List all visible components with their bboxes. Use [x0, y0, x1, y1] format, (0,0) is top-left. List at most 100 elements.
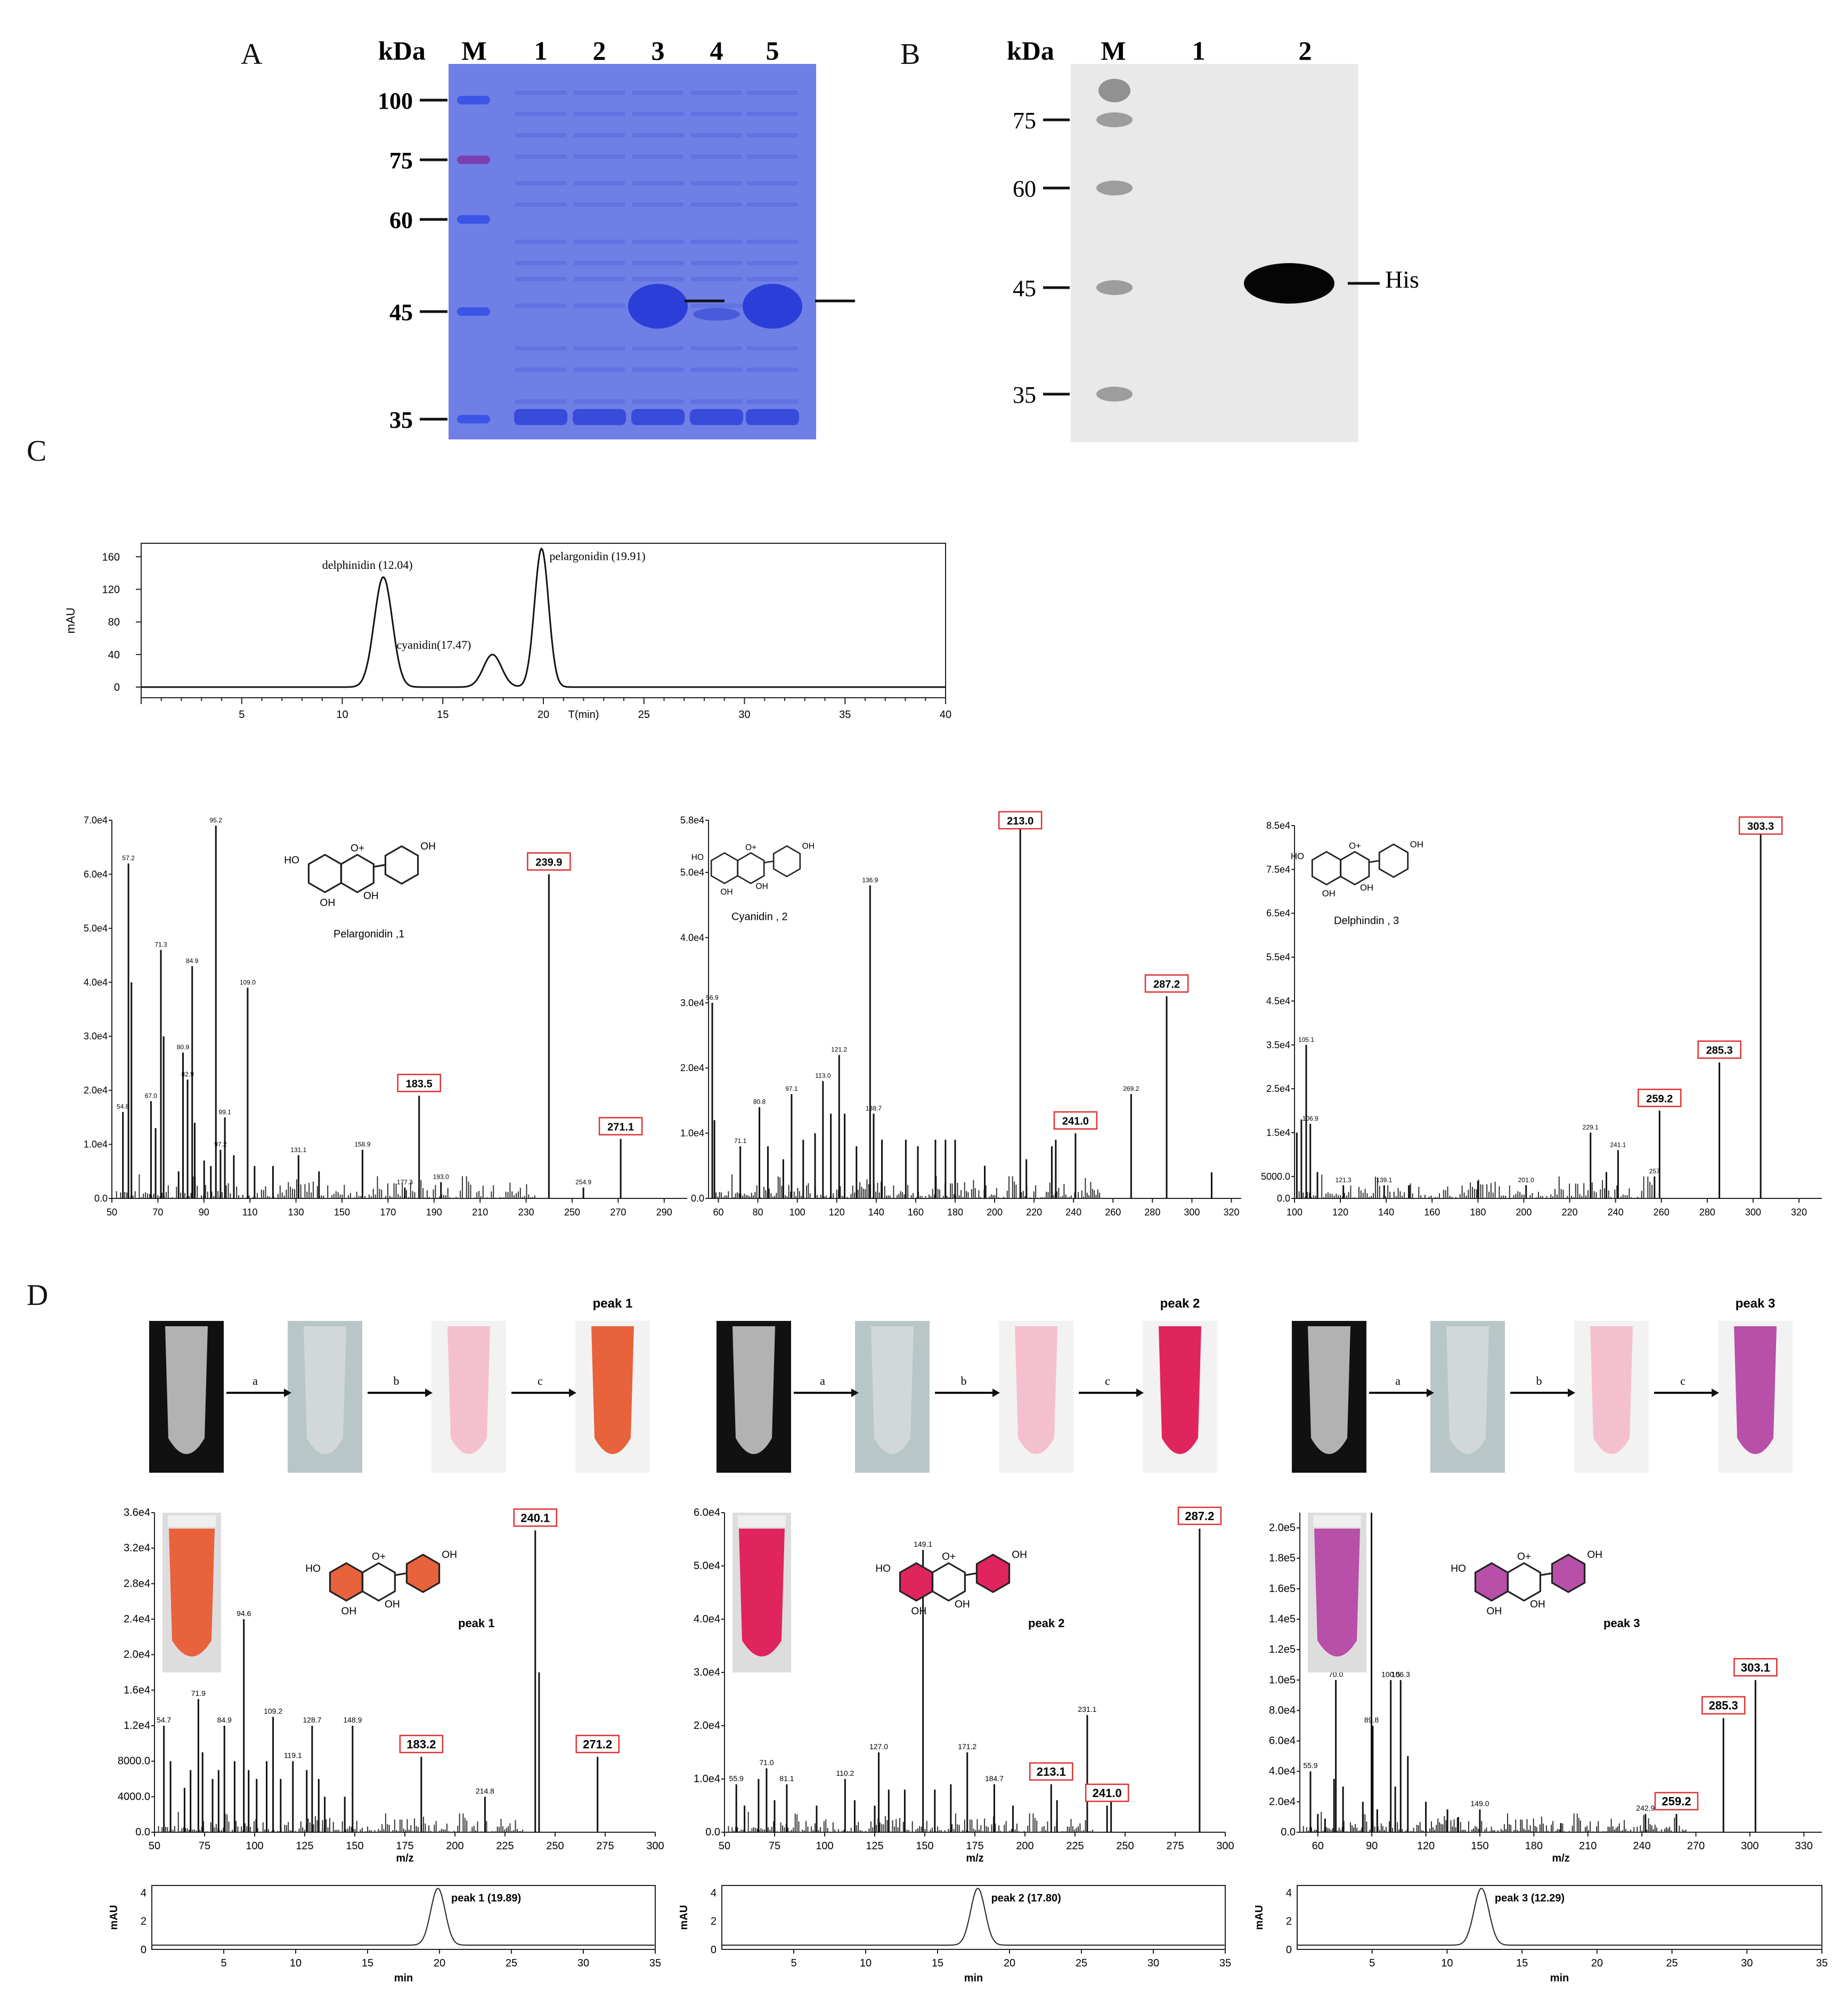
x-tick-label: 15	[1516, 1957, 1528, 1969]
x-tick-label: 160	[1424, 1207, 1440, 1218]
y-tick-label: 2.0e4	[694, 1720, 720, 1732]
lane-label: 3	[652, 36, 665, 66]
x-tick-label: 150	[1471, 1840, 1488, 1852]
substituent: OH	[955, 1599, 970, 1610]
x-tick-label: 110	[242, 1207, 258, 1218]
peak-value-label: 242.9	[1636, 1804, 1655, 1813]
background-band	[747, 133, 798, 137]
y-tick-label: 2.0e4	[1269, 1796, 1296, 1808]
tube-liquid	[739, 1529, 785, 1656]
boxed-ion-label: 287.2	[1153, 979, 1180, 991]
ms-spectrum-peak-2: 0.0 1.0e4 2.0e4 3.0e4 4.0e4 5.0e4 6.0e4 50 75 100…	[694, 1506, 1234, 1864]
y-tick-label: 5.0e4	[84, 923, 108, 934]
y-tick-label: 2	[711, 1916, 717, 1928]
background-band	[691, 112, 742, 116]
y-axis-label: mAU	[1253, 1905, 1265, 1930]
background-band	[632, 112, 683, 116]
y-tick-label: 4000.0	[118, 1791, 150, 1802]
y-tick-label: 2.0e4	[680, 1063, 704, 1073]
background-band	[574, 346, 625, 350]
lane-label: 1	[534, 36, 548, 66]
bond	[764, 860, 774, 863]
x-tick-label: 60	[1312, 1840, 1324, 1852]
arrow-label: b	[961, 1374, 967, 1387]
x-tick-label: 150	[916, 1840, 933, 1852]
x-tick-label: 25	[506, 1957, 517, 1969]
peak-value-label: 109.0	[240, 978, 256, 986]
chromatogram-trace	[722, 1888, 1225, 1946]
marker-band	[1098, 79, 1130, 102]
his-band-label: His	[1385, 266, 1419, 293]
ring	[361, 1562, 396, 1602]
peak-value-label: 105.1	[1298, 1036, 1314, 1043]
chemical-structure: HO OH OH O+ OH	[1291, 839, 1423, 899]
y-tick-label: 6.0e4	[84, 869, 108, 879]
arrow-label: a	[1395, 1374, 1401, 1387]
ring	[899, 1562, 934, 1602]
peak-value-label: 193.0	[433, 1173, 449, 1181]
tube-photo	[1292, 1321, 1366, 1473]
background-band	[691, 399, 742, 404]
bottom-band	[690, 409, 743, 425]
bottom-band	[514, 409, 567, 425]
bond	[395, 1572, 406, 1576]
x-tick-label: 50	[107, 1207, 117, 1218]
boxed-ion-label: 213.0	[1007, 815, 1033, 827]
y-tick-label: 8000.0	[118, 1756, 150, 1767]
y-tick-label: 2.0e4	[84, 1085, 108, 1096]
tube-cap	[1313, 1515, 1361, 1527]
peak-value-label: 171.2	[958, 1742, 976, 1751]
substituent: OH	[341, 1606, 356, 1617]
background-band	[632, 202, 683, 207]
his-band	[1244, 263, 1334, 304]
background-band	[574, 240, 625, 244]
background-band	[747, 154, 798, 159]
boxed-ion-label: 285.3	[1706, 1045, 1733, 1057]
ring	[1474, 1562, 1509, 1602]
substituent: OH	[720, 887, 732, 896]
substituent: OH	[911, 1606, 926, 1617]
peak-label: peak 2 (17.80)	[991, 1892, 1061, 1904]
substituent: HO	[1451, 1563, 1466, 1574]
y-tick-label: 1.0e4	[694, 1773, 720, 1785]
y-tick-label: 1.2e4	[124, 1720, 150, 1732]
peak-value-label: 148.9	[343, 1716, 362, 1724]
x-tick-label: 240	[1633, 1840, 1650, 1852]
arrow-head	[1712, 1389, 1719, 1397]
peak-value-label: 113.0	[815, 1072, 831, 1080]
x-tick-label: 5	[221, 1957, 226, 1969]
chemical-structure: HO OH OH O+ OH	[305, 1549, 457, 1617]
background-band	[691, 240, 742, 244]
x-tick-label: 280	[1699, 1207, 1715, 1218]
gel-body	[449, 64, 816, 439]
x-tick-label: 250	[546, 1840, 564, 1852]
peak-label: pelargonidin (19.91)	[549, 549, 645, 562]
faint-band	[693, 308, 740, 321]
peak-label: peak 3	[1736, 1296, 1776, 1311]
x-tick-label: 5	[1369, 1957, 1375, 1969]
peak-value-label: 71.1	[734, 1137, 747, 1145]
peak-value-label: 89.8	[1364, 1716, 1379, 1724]
background-band	[691, 261, 742, 265]
marker-band	[1096, 112, 1133, 127]
marker-band	[457, 96, 490, 104]
marker-label: 35	[389, 407, 413, 433]
y-tick-label: 0	[1286, 1944, 1292, 1956]
compound-label: Cyanidin , 2	[731, 911, 788, 923]
y-tick-label: 3.5e4	[1266, 1040, 1290, 1050]
compound-label: Delphindin , 3	[1334, 915, 1399, 927]
x-tick-label: 180	[1470, 1207, 1486, 1218]
substituent: OH	[1486, 1606, 1502, 1617]
x-tick-label: 270	[1687, 1840, 1705, 1852]
y-tick-label: 1.0e4	[84, 1139, 108, 1150]
y-tick-label: 1.0e4	[680, 1128, 704, 1139]
x-tick-label: 80	[753, 1207, 763, 1218]
y-tick-label: 1.4e5	[1269, 1613, 1296, 1625]
background-band	[515, 91, 566, 95]
arrow-label: a	[253, 1374, 258, 1387]
background-band	[691, 91, 742, 95]
peak-value-label: 214.8	[476, 1786, 494, 1795]
x-tick-label: 20	[434, 1957, 445, 1969]
tube-photo	[1430, 1321, 1505, 1473]
boxed-ion-frame	[1085, 1783, 1129, 1802]
